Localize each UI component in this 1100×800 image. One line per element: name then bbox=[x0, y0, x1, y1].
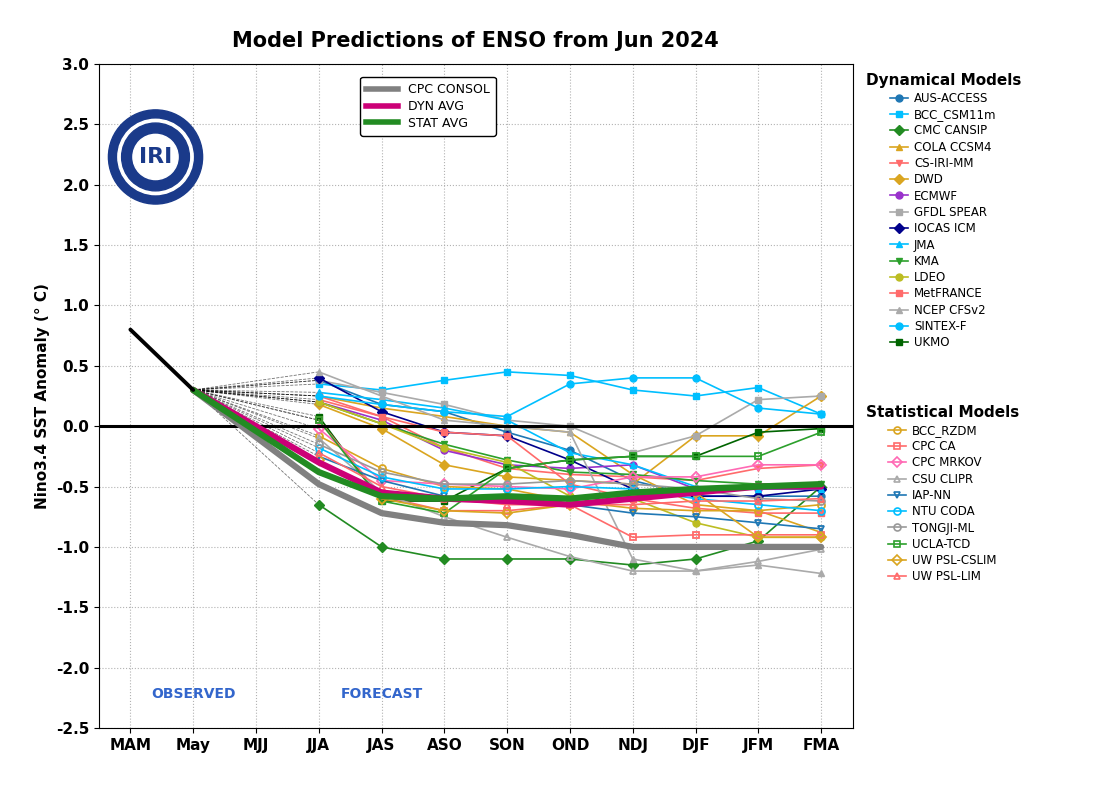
Legend: BCC_RZDM, CPC CA, CPC MRKOV, CSU CLIPR, IAP-NN, NTU CODA, TONGJI-ML, UCLA-TCD, U: BCC_RZDM, CPC CA, CPC MRKOV, CSU CLIPR, … bbox=[862, 402, 1023, 587]
Text: OBSERVED: OBSERVED bbox=[151, 687, 235, 701]
Text: FORECAST: FORECAST bbox=[340, 687, 422, 701]
Title: Model Predictions of ENSO from Jun 2024: Model Predictions of ENSO from Jun 2024 bbox=[232, 31, 719, 51]
Y-axis label: Nino3.4 SST Anomaly (° C): Nino3.4 SST Anomaly (° C) bbox=[35, 283, 51, 509]
